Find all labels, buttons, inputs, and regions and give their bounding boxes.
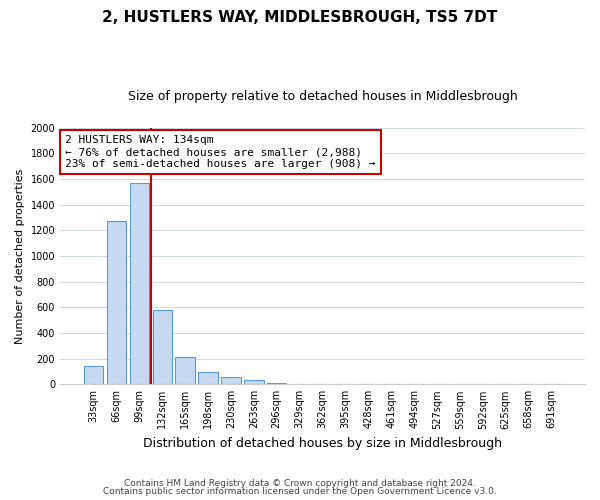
Bar: [267, 383, 286, 384]
Bar: [244, 380, 263, 384]
Bar: [130, 183, 149, 384]
Text: 2, HUSTLERS WAY, MIDDLESBROUGH, TS5 7DT: 2, HUSTLERS WAY, MIDDLESBROUGH, TS5 7DT: [103, 10, 497, 25]
Bar: [84, 366, 103, 384]
Y-axis label: Number of detached properties: Number of detached properties: [15, 168, 25, 344]
Text: Contains public sector information licensed under the Open Government Licence v3: Contains public sector information licen…: [103, 487, 497, 496]
Bar: [107, 222, 126, 384]
Bar: [175, 356, 195, 384]
Bar: [221, 378, 241, 384]
Bar: [199, 372, 218, 384]
Text: 2 HUSTLERS WAY: 134sqm
← 76% of detached houses are smaller (2,988)
23% of semi-: 2 HUSTLERS WAY: 134sqm ← 76% of detached…: [65, 136, 376, 168]
X-axis label: Distribution of detached houses by size in Middlesbrough: Distribution of detached houses by size …: [143, 437, 502, 450]
Title: Size of property relative to detached houses in Middlesbrough: Size of property relative to detached ho…: [128, 90, 517, 103]
Bar: [152, 310, 172, 384]
Text: Contains HM Land Registry data © Crown copyright and database right 2024.: Contains HM Land Registry data © Crown c…: [124, 478, 476, 488]
